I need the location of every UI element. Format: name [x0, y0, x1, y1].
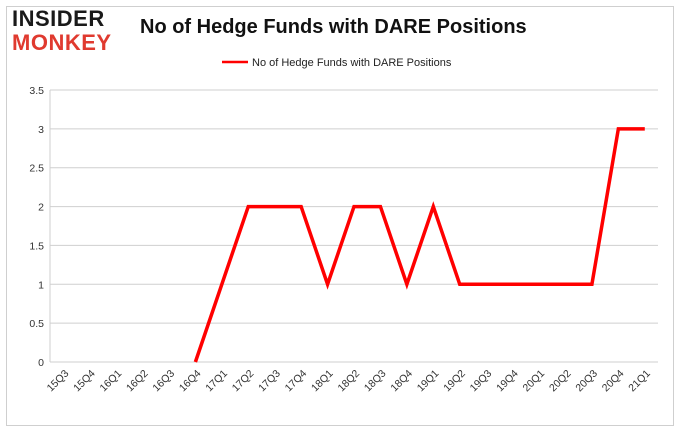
- x-tick-label: 16Q4: [177, 368, 204, 395]
- y-tick-label: 1.5: [29, 240, 44, 252]
- x-tick-label: 18Q1: [309, 368, 336, 395]
- x-tick-label: 20Q2: [547, 368, 574, 395]
- chart-frame: [6, 6, 674, 426]
- y-tick-label: 3: [38, 124, 44, 136]
- x-tick-label: 19Q2: [441, 368, 468, 395]
- y-tick-label: 1: [38, 279, 44, 291]
- logo-line-2: MONKEY: [12, 30, 112, 55]
- x-axis-ticks: 15Q3 15Q4 16Q1 16Q2 16Q3 16Q4 17Q1 17Q2 17Q3 17Q4…: [45, 368, 653, 395]
- x-tick-label: 20Q1: [521, 368, 548, 395]
- series-line: [193, 127, 645, 363]
- x-tick-label: 19Q1: [415, 368, 442, 395]
- x-tick-label: 16Q3: [150, 368, 177, 395]
- x-tick-label: 19Q3: [468, 368, 495, 395]
- y-tick-label: 3.5: [29, 85, 44, 97]
- x-tick-label: 17Q3: [256, 368, 283, 395]
- x-tick-label: 16Q2: [124, 368, 151, 395]
- legend-label: No of Hedge Funds with DARE Positions: [252, 57, 452, 69]
- x-tick-label: 16Q1: [98, 368, 125, 395]
- x-tick-label: 15Q4: [71, 368, 98, 395]
- x-tick-label: 17Q2: [230, 368, 257, 395]
- series-group: [193, 127, 645, 363]
- logo-line-1: INSIDER: [12, 6, 105, 31]
- x-tick-label: 21Q1: [626, 368, 653, 395]
- x-tick-label: 20Q3: [573, 368, 600, 395]
- y-tick-label: 0: [38, 357, 44, 369]
- insider-monkey-logo: INSIDER MONKEY: [12, 8, 112, 54]
- x-tick-label: 18Q2: [335, 368, 362, 395]
- y-tick-label: 2: [38, 202, 44, 214]
- y-axis-ticks: 0 0.5 1 1.5 2 2.5 3 3.5: [29, 85, 44, 369]
- chart-title: No of Hedge Funds with DARE Positions: [140, 16, 527, 38]
- y-tick-label: 0.5: [29, 318, 44, 330]
- x-tick-label: 17Q1: [203, 368, 230, 395]
- x-tick-label: 20Q4: [600, 368, 627, 395]
- y-tick-label: 2.5: [29, 163, 44, 175]
- grid-lines: [49, 89, 658, 363]
- legend: No of Hedge Funds with DARE Positions: [222, 57, 452, 69]
- x-tick-label: 18Q3: [362, 368, 389, 395]
- x-tick-label: 18Q4: [388, 368, 415, 395]
- x-tick-label: 17Q4: [283, 368, 310, 395]
- x-tick-label: 19Q4: [494, 368, 521, 395]
- x-tick-label: 15Q3: [45, 368, 72, 395]
